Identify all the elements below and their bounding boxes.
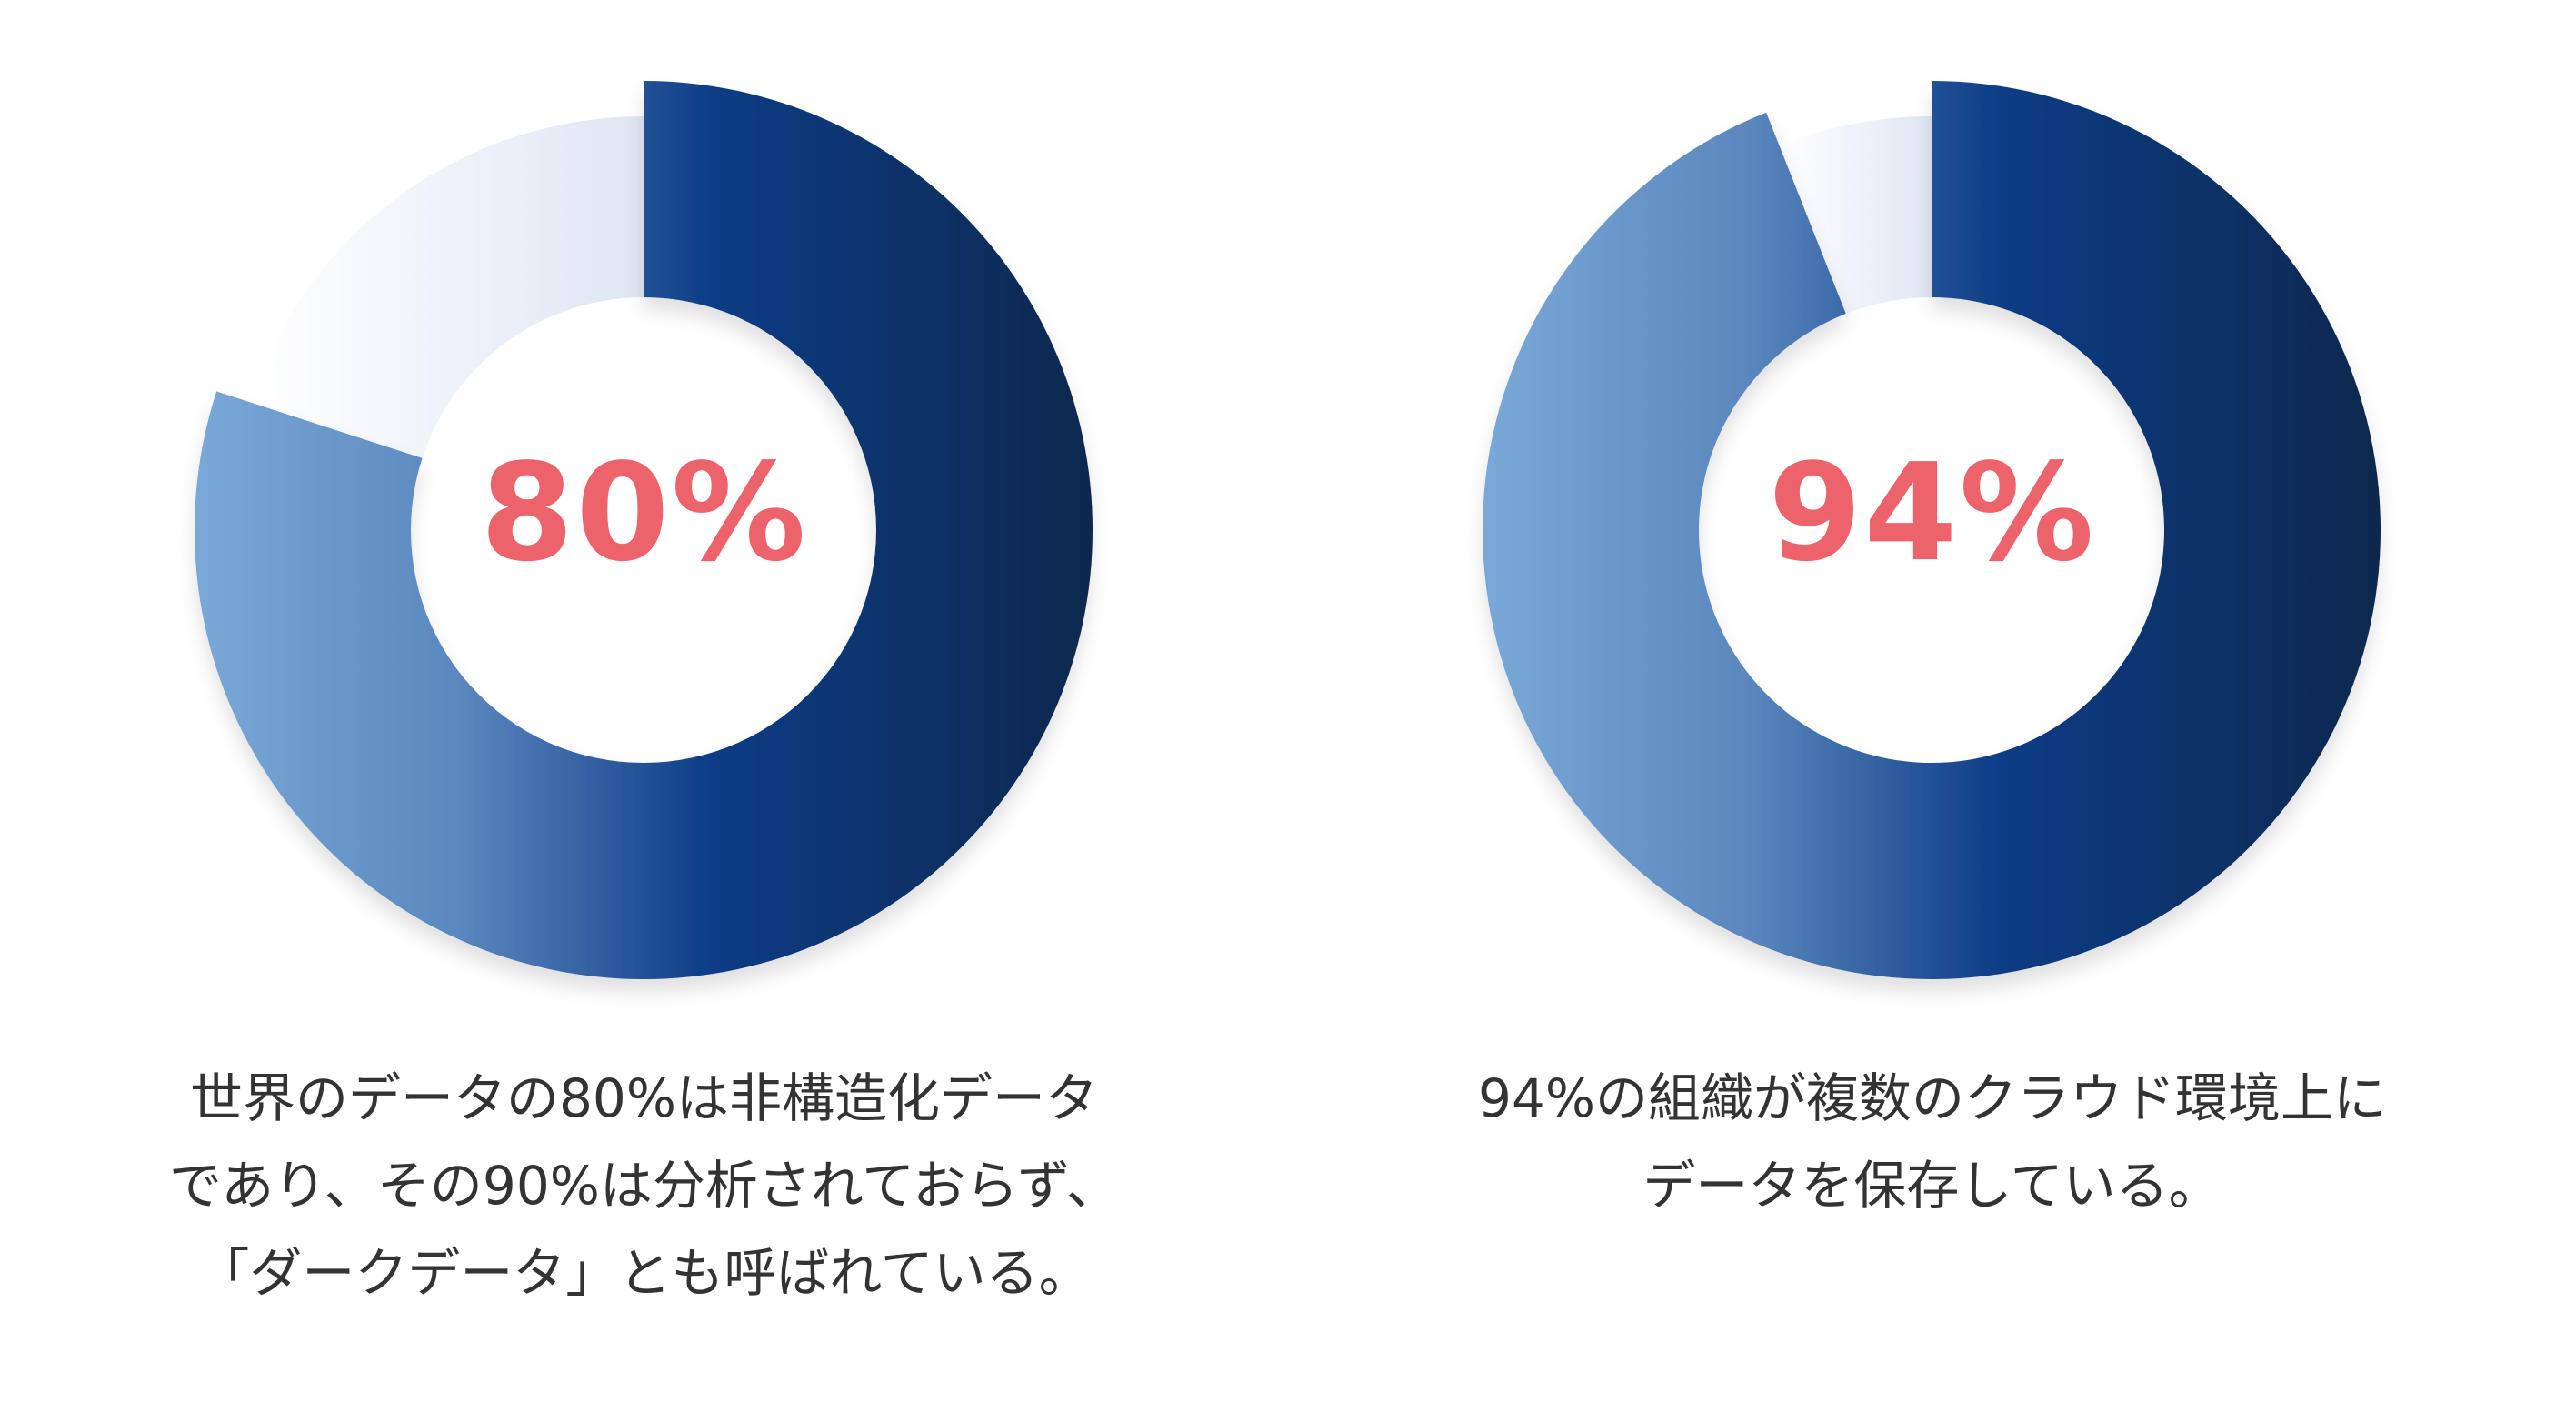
- donut-chart: 80%: [0, 55, 1288, 1036]
- caption-line: 「ダークデータ」とも呼ばれている。: [196, 1242, 1092, 1304]
- center-percentage: 80%: [480, 435, 808, 591]
- donut-chart: 94%: [1288, 55, 2576, 1036]
- caption-line: であり、その90%は分析されておらず、: [168, 1155, 1120, 1217]
- chart-caption: 94%の組織が複数のクラウド環境上に データを保存している。: [1288, 1055, 2576, 1229]
- chart-panel-multi-cloud: 94% 94%の組織が複数のクラウド環境上に データを保存している。: [1288, 0, 2576, 1402]
- remainder-segment: [250, 116, 644, 458]
- value-segment: [1483, 81, 2381, 979]
- value-segment: [194, 81, 1093, 979]
- donut-svg: [1483, 81, 2381, 979]
- chart-caption: 世界のデータの80%は非構造化データ であり、その90%は分析されておらず、 「…: [0, 1055, 1288, 1317]
- caption-line: 世界のデータの80%は非構造化データ: [190, 1067, 1098, 1129]
- remainder-segment: [1779, 116, 1932, 314]
- center-percentage: 94%: [1768, 435, 2096, 591]
- caption-line: 94%の組織が複数のクラウド環境上に: [1478, 1067, 2386, 1129]
- chart-panel-dark-data: 80% 世界のデータの80%は非構造化データ であり、その90%は分析されておら…: [0, 55, 1288, 1317]
- caption-line: データを保存している。: [1642, 1155, 2222, 1217]
- donut-svg: [194, 81, 1093, 979]
